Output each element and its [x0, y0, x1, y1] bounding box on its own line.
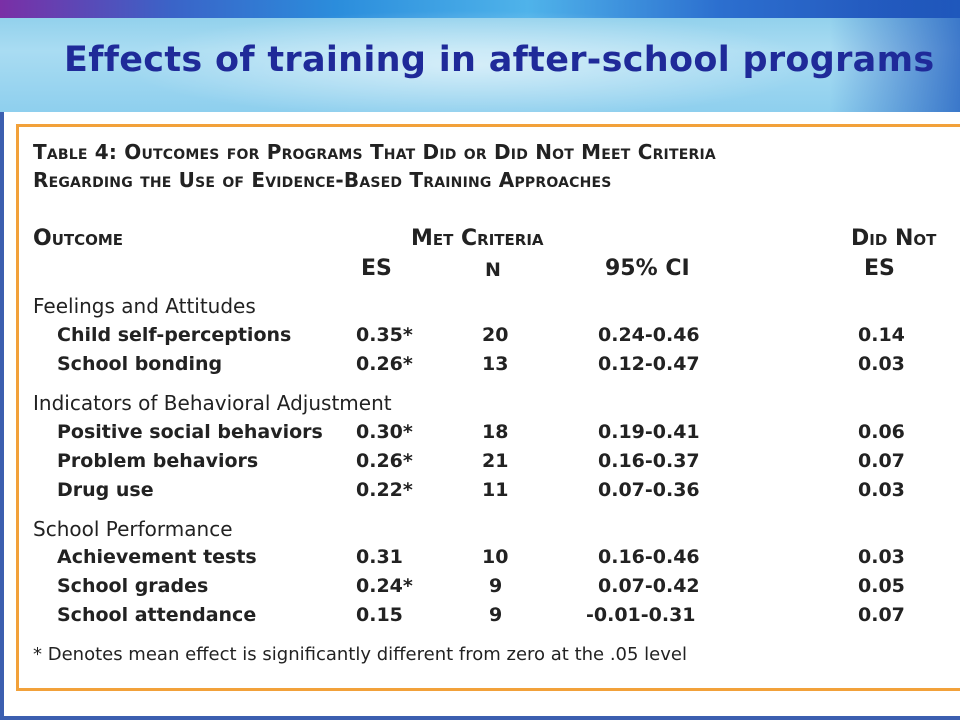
- bottom-accent-line: [0, 716, 960, 720]
- row-n: 13: [482, 353, 509, 375]
- row-ci: 0.16-0.37: [598, 450, 700, 472]
- row-n: 9: [489, 604, 503, 626]
- row-es: 0.24*: [356, 575, 413, 597]
- row-ci: -0.01-0.31: [586, 604, 696, 626]
- row-es: 0.26*: [356, 450, 413, 472]
- header-met-criteria: Met Criteria: [411, 226, 544, 251]
- row-es: 0.15: [356, 604, 403, 626]
- row-outcome: Drug use: [57, 479, 154, 501]
- header-right-shade: [830, 0, 960, 112]
- row-n: 18: [482, 421, 509, 443]
- table-frame: [16, 124, 960, 691]
- header-outcome: Outcome: [33, 226, 124, 251]
- page-title: Effects of training in after-school prog…: [64, 40, 935, 80]
- header-glow: [120, 10, 820, 112]
- row-n: 20: [482, 324, 509, 346]
- row-ci: 0.07-0.36: [598, 479, 700, 501]
- row-outcome: Child self-perceptions: [57, 324, 292, 346]
- row-did-not-es: 0.06: [858, 421, 905, 443]
- row-es: 0.22*: [356, 479, 413, 501]
- header-met-n: N: [485, 259, 501, 281]
- row-outcome: Achievement tests: [57, 546, 257, 568]
- group-label: Feelings and Attitudes: [33, 294, 256, 318]
- row-ci: 0.19-0.41: [598, 421, 700, 443]
- row-outcome: School attendance: [57, 604, 257, 626]
- row-did-not-es: 0.05: [858, 575, 905, 597]
- row-ci: 0.07-0.42: [598, 575, 700, 597]
- row-outcome: Problem behaviors: [57, 450, 259, 472]
- header-met-es: ES: [361, 256, 392, 281]
- row-did-not-es: 0.03: [858, 479, 905, 501]
- slide-header: Effects of training in after-school prog…: [0, 0, 960, 112]
- table-title-line-1: Table 4: Outcomes for Programs That Did …: [33, 140, 716, 164]
- row-n: 9: [489, 575, 503, 597]
- row-n: 21: [482, 450, 509, 472]
- row-did-not-es: 0.03: [858, 353, 905, 375]
- row-es: 0.30*: [356, 421, 413, 443]
- row-es: 0.26*: [356, 353, 413, 375]
- row-n: 11: [482, 479, 509, 501]
- header-did-not: Did Not: [851, 226, 937, 251]
- table-footnote: * Denotes mean effect is significantly d…: [33, 644, 687, 665]
- row-outcome: School bonding: [57, 353, 223, 375]
- header-met-ci: 95% CI: [605, 256, 690, 281]
- row-did-not-es: 0.14: [858, 324, 905, 346]
- row-did-not-es: 0.03: [858, 546, 905, 568]
- row-ci: 0.24-0.46: [598, 324, 700, 346]
- row-es: 0.31: [356, 546, 403, 568]
- group-label: School Performance: [33, 517, 233, 541]
- row-es: 0.35*: [356, 324, 413, 346]
- row-outcome: School grades: [57, 575, 209, 597]
- row-ci: 0.12-0.47: [598, 353, 700, 375]
- row-ci: 0.16-0.46: [598, 546, 700, 568]
- group-label: Indicators of Behavioral Adjustment: [33, 391, 392, 415]
- row-n: 10: [482, 546, 509, 568]
- table-title-line-2: Regarding the Use of Evidence-Based Trai…: [33, 168, 612, 192]
- row-did-not-es: 0.07: [858, 450, 905, 472]
- row-did-not-es: 0.07: [858, 604, 905, 626]
- row-outcome: Positive social behaviors: [57, 421, 323, 443]
- header-did-not-es: ES: [864, 256, 895, 281]
- left-accent-bar: [0, 112, 4, 720]
